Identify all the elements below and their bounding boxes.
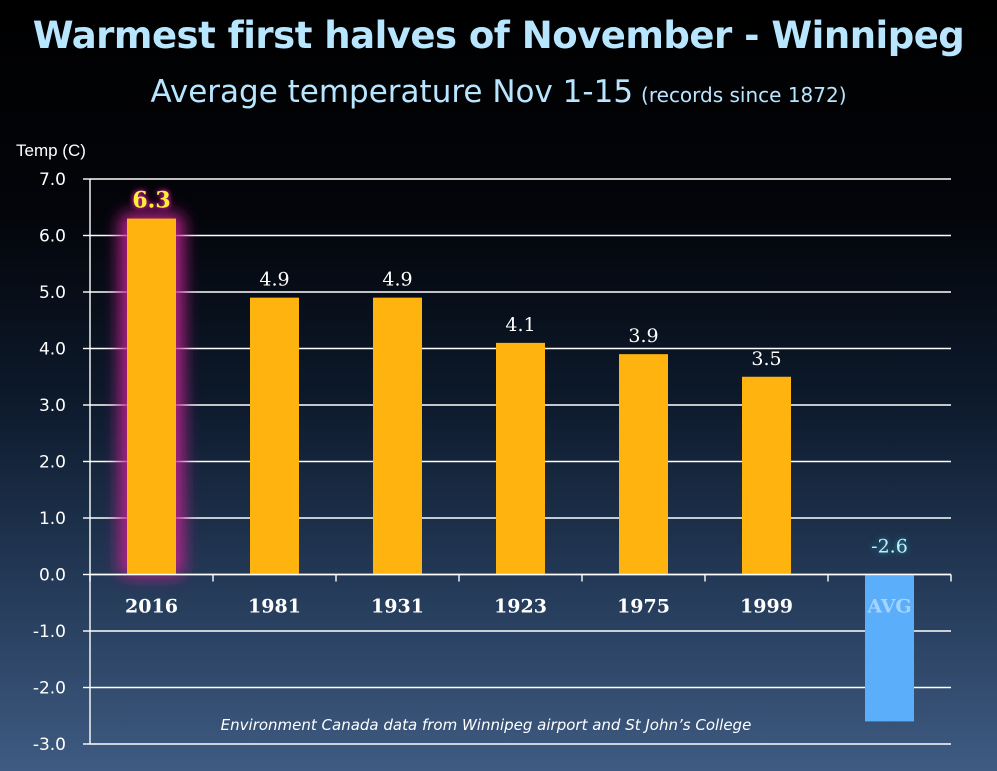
- data-label: 4.1: [505, 314, 535, 336]
- bar-1981: [250, 297, 299, 575]
- bar-2016: [127, 218, 176, 575]
- data-label: 4.9: [382, 269, 412, 291]
- bar-1999: [742, 376, 791, 575]
- x-tick-label: 1931: [371, 596, 424, 618]
- source-annotation: Environment Canada data from Winnipeg ai…: [221, 716, 752, 734]
- y-tick-label: 5.0: [39, 283, 66, 303]
- y-tick-label: 6.0: [39, 227, 66, 247]
- bar-1923: [496, 342, 545, 575]
- y-axis-label: Temp (C): [16, 141, 86, 160]
- data-label: -2.6: [871, 536, 908, 558]
- x-tick-label: 1999: [740, 596, 793, 618]
- data-labels: 6.3 4.9 4.9 4.1 3.9 3.5 -2.6: [132, 188, 907, 558]
- y-tick-label: 1.0: [39, 509, 66, 529]
- x-tick-label: 1923: [494, 596, 547, 618]
- y-tick-label: 3.0: [39, 396, 66, 416]
- chart-title: Warmest first halves of November - Winni…: [32, 14, 965, 57]
- y-tick-label: 4.0: [39, 340, 66, 360]
- y-axis-ticks: 7.0 6.0 5.0 4.0 3.0 2.0 1.0 0.0 -1.0 -2.0 -3.0: [33, 170, 91, 755]
- x-tick-label: AVG: [866, 596, 911, 618]
- y-tick-label: 2.0: [39, 453, 66, 473]
- bar-1931: [373, 297, 422, 575]
- x-tick-label: 2016: [125, 596, 178, 618]
- x-tick-label: 1981: [248, 596, 301, 618]
- y-tick-label: 7.0: [39, 170, 66, 190]
- x-axis-labels: 2016 1981 1931 1923 1975 1999 AVG: [125, 596, 912, 618]
- y-tick-label: 0.0: [39, 566, 66, 586]
- bars: [127, 218, 914, 722]
- data-label: 3.5: [751, 348, 781, 370]
- x-axis-ticks: [89, 574, 952, 582]
- chart-subtitle: Average temperature Nov 1-15: [150, 74, 634, 110]
- y-tick-label: -1.0: [33, 622, 66, 642]
- bar-1975: [619, 354, 668, 575]
- chart-subtitle-line: Average temperature Nov 1-15 (records sin…: [0, 74, 997, 110]
- chart-subtitle-note: (records since 1872): [641, 83, 847, 107]
- bar-avg: [865, 574, 914, 722]
- data-label: 3.9: [628, 325, 658, 347]
- x-tick-label: 1975: [617, 596, 670, 618]
- y-tick-label: -3.0: [33, 735, 66, 755]
- y-tick-label: -2.0: [33, 679, 66, 699]
- data-label: 6.3: [132, 188, 170, 214]
- data-label: 4.9: [259, 269, 289, 291]
